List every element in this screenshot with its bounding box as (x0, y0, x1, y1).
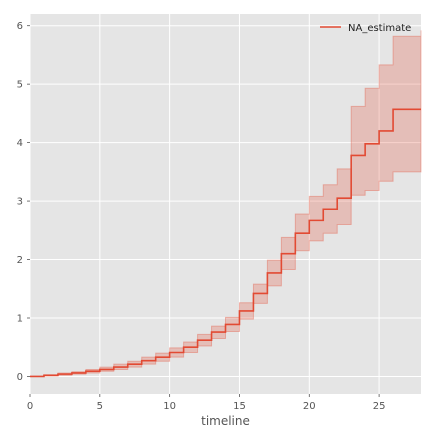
x-axis-label: timeline (201, 414, 250, 428)
y-axis-ticks: 0 1 2 3 4 5 6 (17, 21, 30, 383)
x-tick-label: 5 (97, 401, 103, 412)
y-tick-label: 1 (17, 314, 23, 325)
series-line-na-estimate (30, 108, 421, 378)
x-tick-label: 20 (303, 401, 316, 412)
legend: NA_estimate (320, 23, 411, 34)
y-tick-label: 5 (17, 80, 23, 91)
y-tick-label: 0 (17, 372, 23, 383)
x-tick-label: 25 (373, 401, 386, 412)
y-tick-label: 2 (17, 255, 23, 266)
y-tick-label: 6 (17, 21, 23, 32)
legend-label-na-estimate: NA_estimate (348, 23, 411, 34)
x-tick-label: 10 (163, 401, 176, 412)
y-tick-label: 4 (17, 138, 23, 149)
x-axis-ticks: 0 5 10 15 20 25 (27, 394, 386, 412)
x-tick-label: 15 (233, 401, 246, 412)
estimate-line-group (30, 108, 421, 378)
y-tick-label: 3 (17, 197, 23, 208)
gridlines (29, 14, 421, 394)
x-tick-label: 0 (27, 401, 33, 412)
